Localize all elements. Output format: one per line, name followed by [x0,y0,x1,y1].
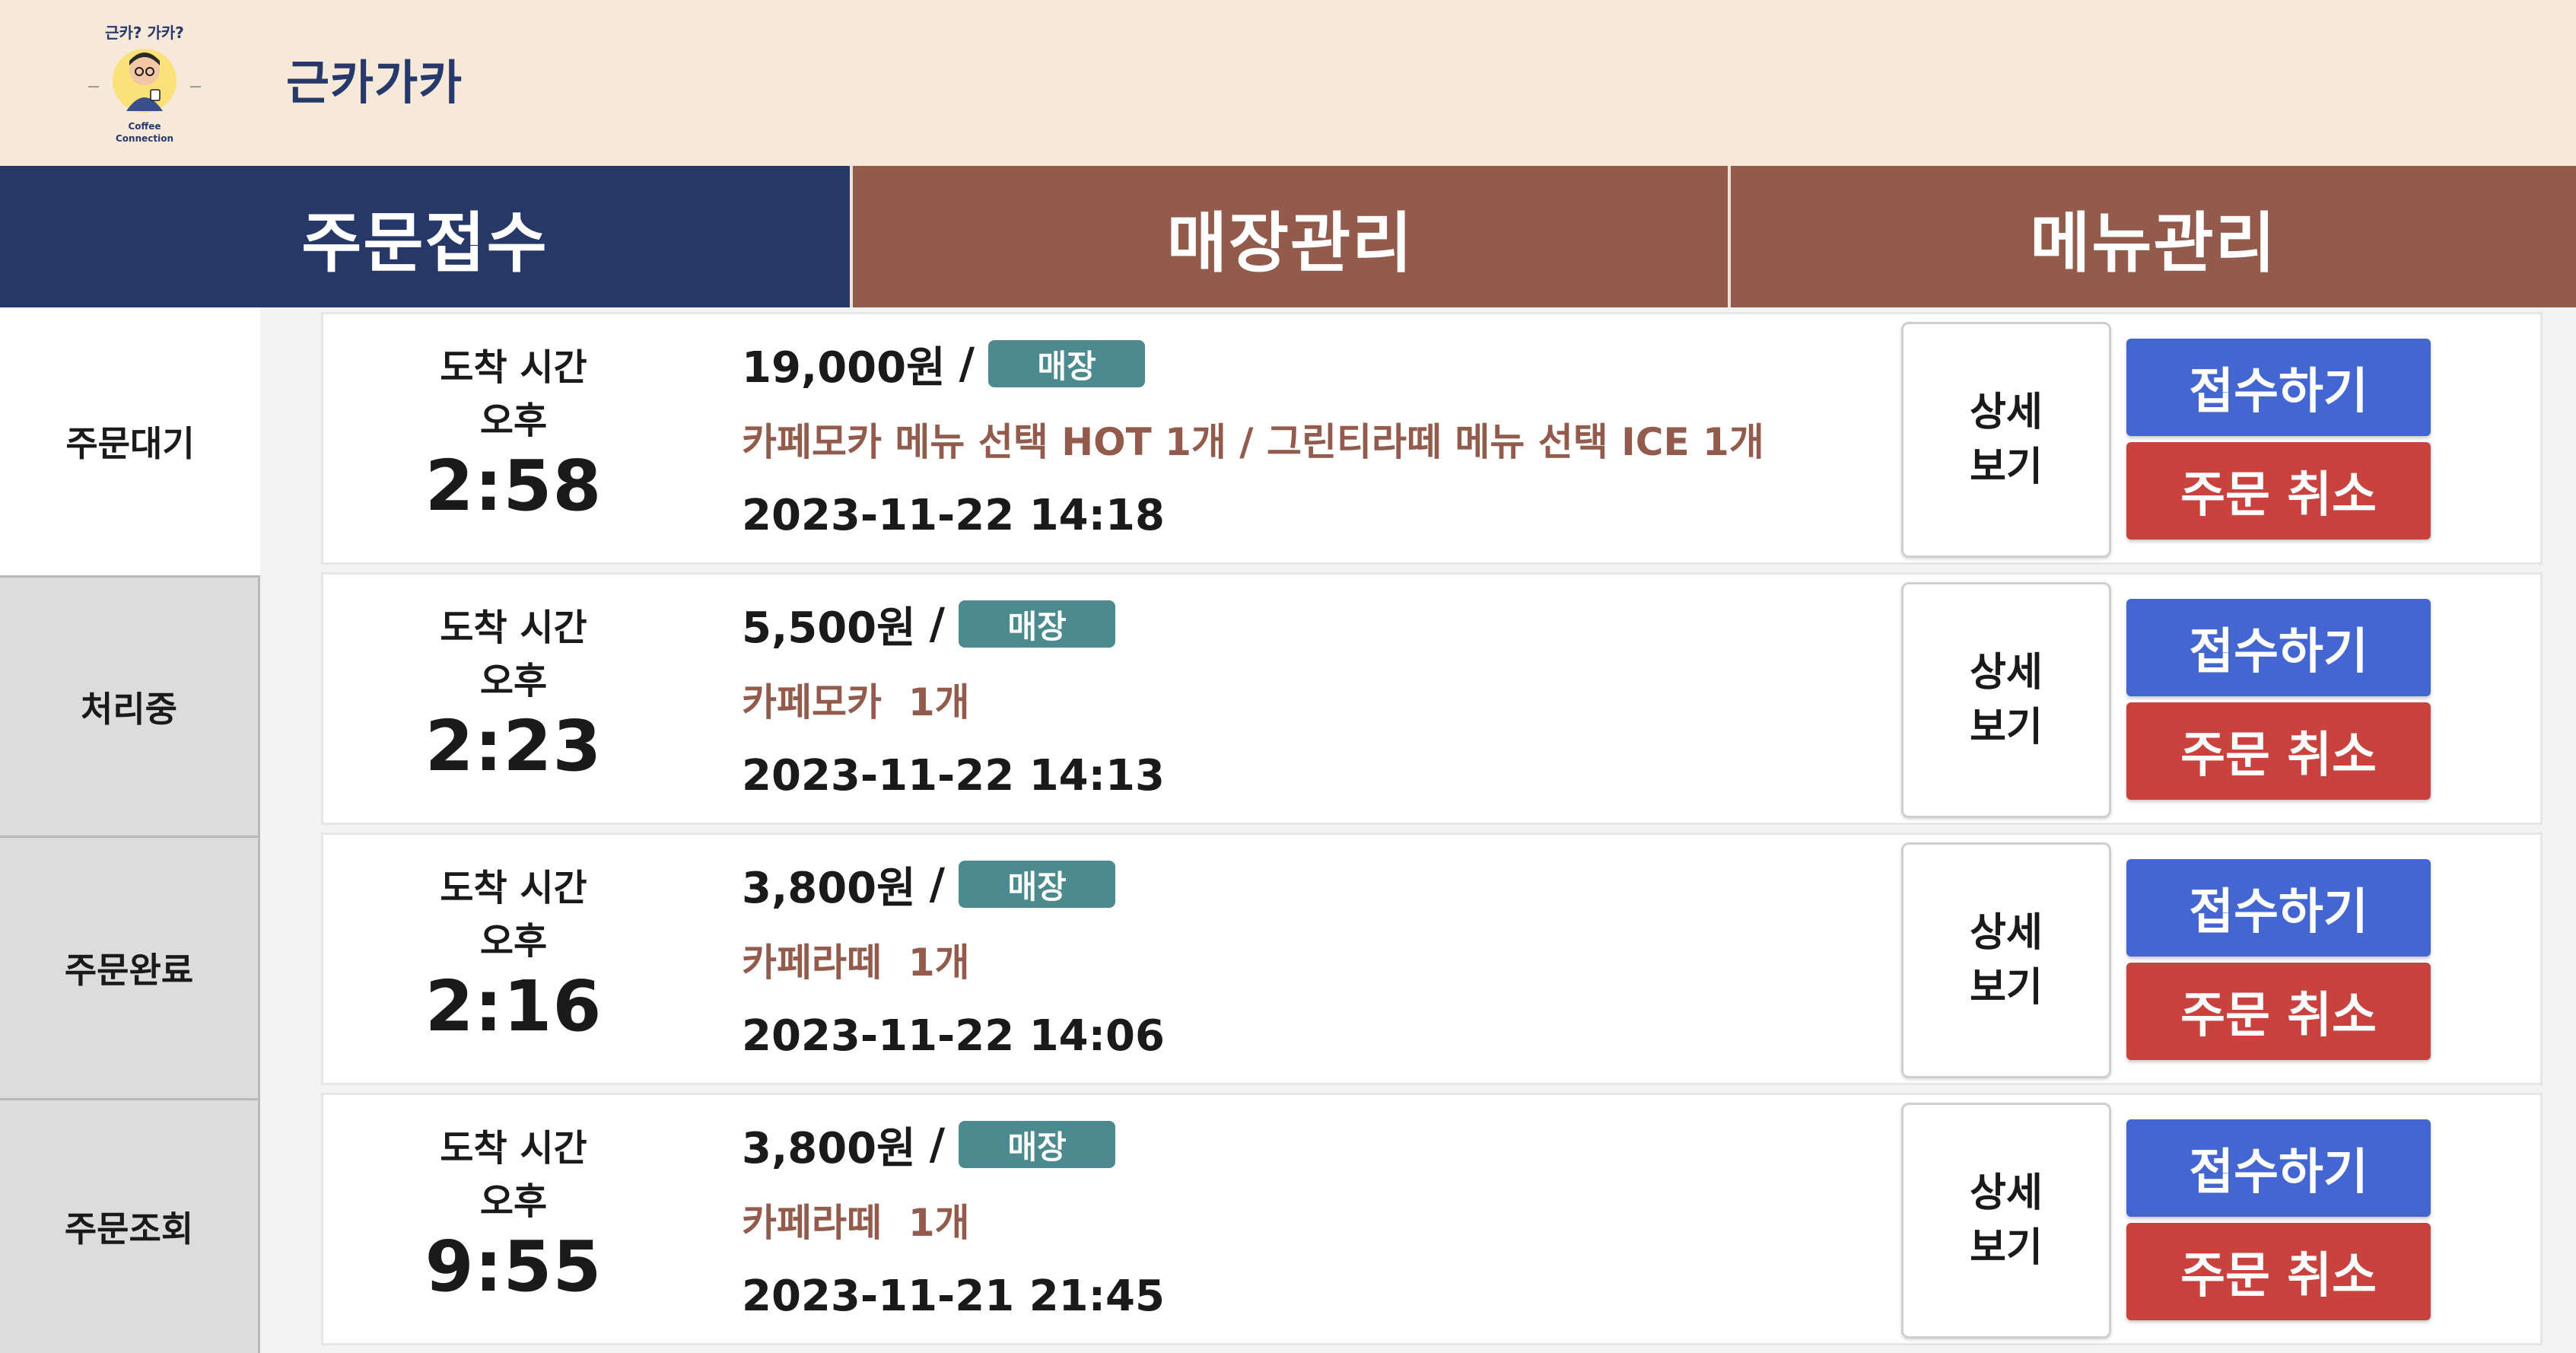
price-separator: / [929,1119,946,1170]
arrival-time: 2:16 [425,966,603,1047]
arrival-time: 2:58 [425,445,603,527]
cancel-order-button[interactable]: 주문 취소 [2126,702,2431,800]
arrival-time: 2:23 [425,705,603,787]
order-datetime: 2023-11-22 14:18 [742,491,1165,540]
sidebar-item-processing[interactable]: 처리중 [0,575,260,838]
arrival-time: 9:55 [425,1226,603,1307]
detail-label-2: 보기 [1970,444,2043,490]
detail-label-2: 보기 [1970,1225,2043,1271]
detail-label-1: 상세 [1970,910,2043,956]
cancel-order-button[interactable]: 주문 취소 [2126,442,2431,540]
logo-text-connection: Connection [116,133,173,144]
detail-label-2: 보기 [1970,705,2043,750]
logo-text-coffee: Coffee [128,121,161,132]
order-type-badge: 매장 [959,861,1116,908]
app-title: 근카가카 [286,55,463,110]
order-price: 5,500원 [742,603,916,653]
cancel-order-button[interactable]: 주문 취소 [2126,963,2431,1060]
order-datetime: 2023-11-22 14:13 [742,751,1165,801]
sidebar-item-label: 주문완료 [64,950,194,991]
tab-divider [1728,166,1731,307]
accept-button[interactable]: 접수하기 [2126,599,2431,696]
price-line: 5,500원 / 매장 [742,597,1116,653]
sidebar-item-label: 처리중 [81,688,177,730]
detail-label-1: 상세 [1970,390,2043,435]
price-line: 19,000원 / 매장 [742,337,1146,393]
tab-label: 주문접수 [301,205,549,282]
header-bar: 근카? 가카? Coffee Connection 근카가카 [0,0,2576,166]
logo-text-top: 근카? 가카? [105,24,184,42]
tab-store-manage[interactable]: 매장관리 [853,166,1728,307]
tab-label: 메뉴관리 [2030,205,2277,282]
arrival-ampm: 오후 [479,1180,548,1223]
arrival-label: 도착 시간 [440,1127,587,1170]
cancel-order-button[interactable]: 주문 취소 [2126,1223,2431,1320]
order-menu: 카페라떼 1개 [742,941,970,985]
tab-order-receive[interactable]: 주문접수 [0,166,850,307]
order-menu: 카페모카 메뉴 선택 HOT 1개 / 그린티라떼 메뉴 선택 ICE 1개 [742,420,1764,464]
detail-button[interactable]: 상세 보기 [1901,322,2111,558]
price-separator: / [959,339,975,389]
order-datetime: 2023-11-22 14:06 [742,1011,1165,1061]
order-card: 도착 시간 오후 9:55 3,800원 / 매장 카페라떼 1개 2023-1… [321,1093,2543,1345]
arrival-label: 도착 시간 [440,606,587,649]
detail-label-1: 상세 [1970,650,2043,696]
detail-button[interactable]: 상세 보기 [1901,1103,2111,1339]
order-card: 도착 시간 오후 2:58 19,000원 / 매장 카페모카 메뉴 선택 HO… [321,312,2543,565]
sidebar-item-waiting[interactable]: 주문대기 [0,307,260,575]
order-price: 19,000원 [742,342,946,393]
arrival-label: 도착 시간 [440,346,587,389]
order-price: 3,800원 [742,863,916,913]
accept-button[interactable]: 접수하기 [2126,1119,2431,1217]
order-datetime: 2023-11-21 21:45 [742,1272,1165,1321]
order-type-badge: 매장 [959,1121,1116,1168]
arrival-ampm: 오후 [479,400,548,442]
sidebar-item-completed[interactable]: 주문완료 [0,838,260,1100]
detail-label-2: 보기 [1970,965,2043,1011]
order-card: 도착 시간 오후 2:23 5,500원 / 매장 카페모카 1개 2023-1… [321,572,2543,825]
order-menu: 카페라떼 1개 [742,1201,970,1245]
order-card: 도착 시간 오후 2:16 3,800원 / 매장 카페라떼 1개 2023-1… [321,832,2543,1085]
detail-label-1: 상세 [1970,1170,2043,1216]
arrival-label: 도착 시간 [440,867,587,909]
price-separator: / [929,599,946,649]
brand-logo[interactable]: 근카? 가카? Coffee Connection [84,11,205,148]
tab-divider [850,166,853,307]
detail-button[interactable]: 상세 보기 [1901,842,2111,1078]
sidebar-item-label: 주문조회 [64,1208,194,1250]
sidebar: 주문대기 처리중 주문완료 주문조회 [0,307,260,1353]
order-list: 도착 시간 오후 2:58 19,000원 / 매장 카페모카 메뉴 선택 HO… [260,307,2576,1353]
arrival-ampm: 오후 [479,660,548,702]
sidebar-item-history[interactable]: 주문조회 [0,1100,260,1353]
sidebar-item-label: 주문대기 [65,423,195,464]
accept-button[interactable]: 접수하기 [2126,339,2431,436]
top-tabs: 주문접수 매장관리 메뉴관리 [0,166,2576,307]
price-line: 3,800원 / 매장 [742,858,1116,913]
order-type-badge: 매장 [959,600,1116,648]
tab-label: 매장관리 [1166,205,1414,282]
order-menu: 카페모카 1개 [742,680,970,724]
accept-button[interactable]: 접수하기 [2126,859,2431,957]
arrival-ampm: 오후 [479,920,548,963]
order-price: 3,800원 [742,1123,916,1173]
order-type-badge: 매장 [988,340,1146,387]
detail-button[interactable]: 상세 보기 [1901,582,2111,818]
price-line: 3,800원 / 매장 [742,1118,1116,1173]
tab-menu-manage[interactable]: 메뉴관리 [1731,166,2576,307]
price-separator: / [929,859,946,909]
